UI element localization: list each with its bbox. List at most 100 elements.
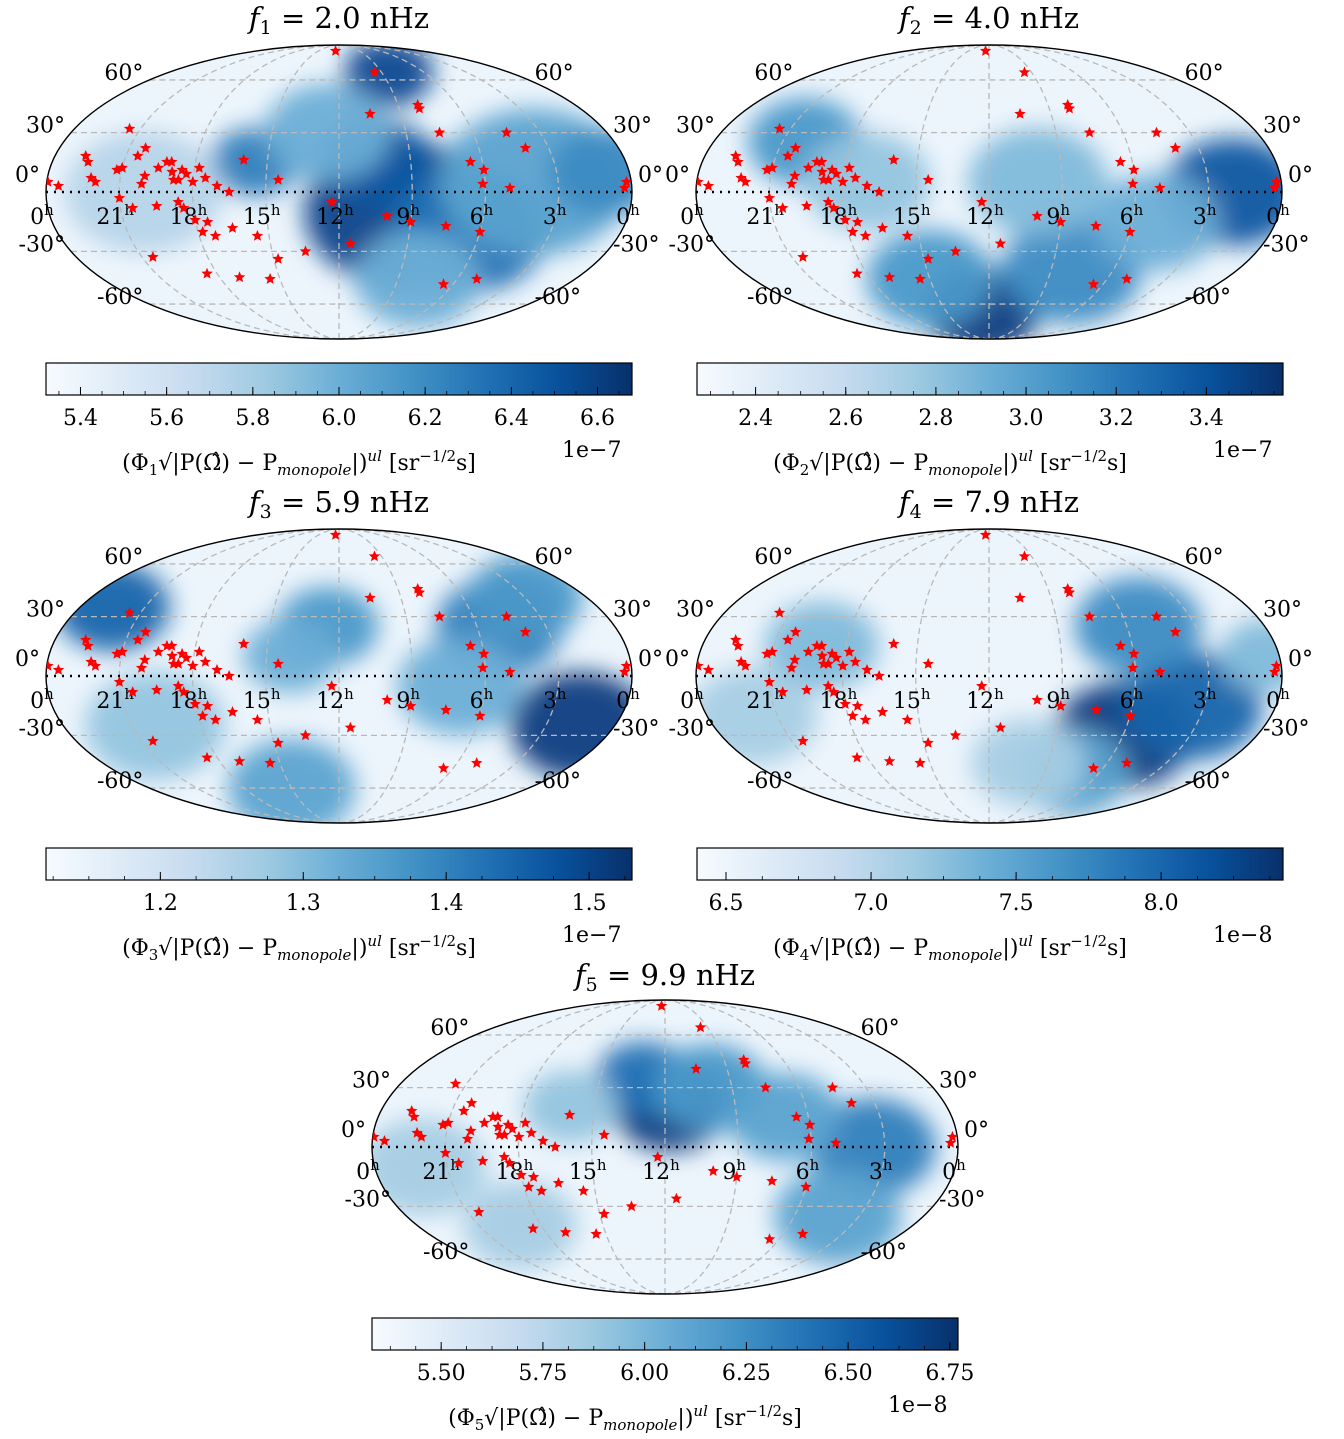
- pulsar-star-marker: [368, 66, 381, 78]
- ra-label: 9h: [396, 201, 420, 230]
- pulsar-star-marker: [381, 694, 393, 705]
- pulsar-star-marker: [132, 150, 144, 161]
- pulsar-star-marker: [976, 680, 988, 691]
- pulsar-star-marker: [1124, 710, 1136, 721]
- pulsar-star-marker: [405, 216, 417, 227]
- pulsar-star-marker: [976, 196, 988, 207]
- pulsar-star-marker: [828, 686, 840, 697]
- pulsar-star-marker: [251, 713, 264, 725]
- pulsar-star-marker: [732, 639, 744, 651]
- lat-label-left: 60°: [754, 61, 793, 86]
- pulsar-star-marker: [552, 1177, 565, 1188]
- colorbar-label: (Φ2√|P(Ω̂) − Pmonopole|)ul [sr−1/2s]: [773, 447, 1127, 479]
- lat-label-left: 60°: [430, 1016, 469, 1041]
- skymap-panel-2: f2 = 4.0 nHz 60° 60° 30° 30° 0° 0° -30° -30° -60°…: [665, 1, 1313, 479]
- pulsar-star-marker: [299, 729, 312, 741]
- heatmap-blob: [55, 563, 170, 652]
- pulsar-star-marker: [861, 180, 873, 191]
- pulsar-star-marker: [766, 645, 778, 657]
- skymap-panel-3: f3 = 5.9 nHz 60° 60° 30° 30° 0° 0° -30° -30° -60°…: [15, 485, 663, 964]
- pulsar-star-marker: [789, 169, 801, 181]
- pulsar-star-marker: [822, 657, 835, 669]
- pulsar-star-marker: [816, 155, 828, 167]
- pulsar-star-marker: [473, 1206, 485, 1217]
- pulsar-star-marker: [405, 700, 417, 711]
- pulsar-star-marker: [1128, 163, 1140, 175]
- lat-label-left: -30°: [669, 232, 715, 257]
- ra-label: 15h: [243, 201, 281, 230]
- pulsar-star-marker: [82, 155, 94, 167]
- pulsar-star-marker: [901, 229, 914, 241]
- pulsar-star-marker: [1127, 177, 1139, 189]
- pulsar-star-marker: [535, 1184, 548, 1196]
- pulsar-star-marker: [1121, 273, 1133, 284]
- pulsar-star-marker: [504, 182, 516, 193]
- heatmap-blob: [967, 128, 1108, 236]
- pulsar-star-marker: [949, 245, 962, 257]
- colorbar: 1.2 1.3 1.4 1.5 1e−7 (Φ3√|P(Ω̂) − Pmonopole|)…: [45, 847, 633, 964]
- pulsar-star-marker: [166, 165, 178, 177]
- lat-label-left: 0°: [15, 163, 40, 188]
- ra-label: 3h: [1193, 685, 1217, 714]
- pulsar-star-marker: [922, 737, 934, 748]
- pulsar-star-marker: [883, 271, 896, 283]
- pulsar-star-marker: [620, 659, 632, 671]
- pulsar-star-marker: [861, 664, 873, 675]
- colorbar-tick-label: 1.4: [429, 891, 464, 916]
- pulsar-star-marker: [1014, 107, 1026, 119]
- pulsar-star-marker: [696, 175, 704, 187]
- pulsar-star-marker: [1083, 126, 1096, 138]
- ra-label: 21h: [96, 685, 134, 714]
- pulsar-star-marker: [187, 175, 199, 187]
- lat-label-right: 30°: [1263, 114, 1302, 139]
- pulsar-star-marker: [830, 651, 843, 663]
- pulsar-star-marker: [822, 196, 834, 207]
- lat-label-left: -60°: [747, 769, 793, 794]
- pulsar-star-marker: [172, 173, 185, 185]
- lat-label-left: 60°: [754, 545, 793, 570]
- pulsar-star-marker: [979, 529, 992, 540]
- lat-label-right: -60°: [535, 285, 581, 310]
- pulsar-star-marker: [790, 1110, 803, 1122]
- pulsar-star-marker: [1018, 550, 1031, 562]
- lat-label-left: 60°: [104, 545, 143, 570]
- lat-label-right: 60°: [1185, 545, 1224, 570]
- ra-label: 6h: [470, 201, 494, 230]
- colorbar-exponent: 1e−8: [1213, 923, 1272, 948]
- colorbar-tick-label: 6.0: [322, 406, 357, 431]
- pulsar-star-marker: [527, 1222, 539, 1234]
- ra-label: 0h: [1266, 201, 1290, 230]
- ra-label: 0h: [680, 685, 704, 714]
- pulsar-star-marker: [559, 1226, 572, 1238]
- ra-label: 12h: [966, 685, 1004, 714]
- pulsar-star-marker: [876, 706, 889, 717]
- pulsar-star-marker: [329, 529, 342, 540]
- pulsar-star-marker: [901, 713, 914, 725]
- lat-label-right: 0°: [1288, 647, 1313, 672]
- pulsar-star-marker: [193, 161, 205, 173]
- ra-label: 21h: [746, 685, 784, 714]
- pulsar-star-marker: [777, 686, 789, 697]
- colorbar: 6.5 7.0 7.5 8.0 1e−8 (Φ4√|P(Ω̂) − Pmonopole|)…: [696, 847, 1284, 964]
- pulsar-star-marker: [113, 192, 126, 203]
- pulsar-star-marker: [804, 1118, 816, 1130]
- ra-label: 3h: [869, 1156, 893, 1185]
- pulsar-star-marker: [437, 278, 450, 290]
- colorbar-tick-label: 3.2: [1099, 406, 1134, 431]
- pulsar-star-marker: [440, 220, 452, 231]
- ra-label: 0h: [1266, 685, 1290, 714]
- pulsar-star-marker: [178, 202, 190, 213]
- lat-label-left: -30°: [669, 716, 715, 741]
- ra-gridline: [988, 45, 1137, 339]
- lat-label-right: 30°: [1263, 598, 1302, 623]
- colorbar-tick-label: 1.3: [286, 891, 321, 916]
- ra-label: 6h: [1120, 201, 1144, 230]
- colorbar: 5.4 5.6 5.8 6.0 6.2 6.4 6.6 1e−7 (Φ1√|P(Ω̂) − Pm…: [45, 362, 633, 479]
- ra-gridline: [988, 529, 1063, 823]
- pulsar-star-marker: [851, 700, 864, 711]
- pulsar-star-marker: [498, 1151, 510, 1162]
- pulsar-star-marker: [226, 706, 239, 717]
- lat-label-right: -30°: [1263, 716, 1309, 741]
- pulsar-star-marker: [442, 1116, 454, 1128]
- pulsar-star-marker: [873, 186, 885, 197]
